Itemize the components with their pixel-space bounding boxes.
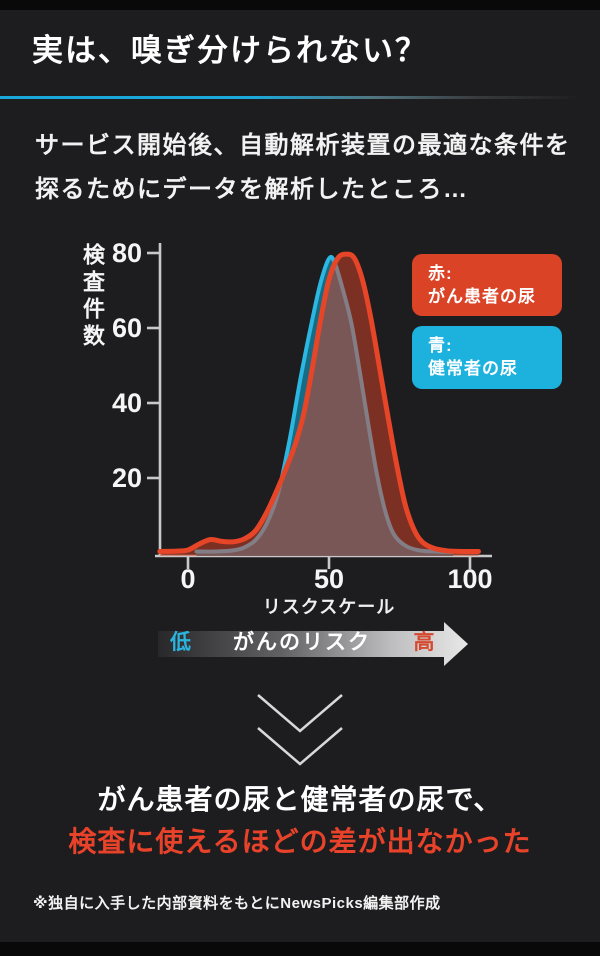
x-axis-title: リスクスケール	[262, 597, 396, 617]
legend-cancer-label-line2: がん患者の尿	[428, 287, 536, 306]
top-border-strip	[0, 0, 600, 10]
conclusion-line-1: がん患者の尿と健常者の尿で、	[97, 784, 503, 815]
source-credit: ※独自に入手した内部資料をもとにNewsPicks編集部作成	[33, 895, 441, 912]
y-axis-title: 検査件数	[80, 243, 105, 351]
y-tick-label-60: 60	[111, 313, 142, 343]
y-tick-label-40: 40	[111, 388, 142, 418]
subtitle-line-1: サービス開始後、自動解析装置の最適な条件を	[35, 132, 571, 159]
y-tick-label-80: 80	[111, 238, 142, 268]
conclusion-line-2: 検査に使えるほどの差が出なかった	[68, 826, 532, 857]
x-tick-label-50: 50	[313, 564, 345, 594]
risk-low-label: 低	[170, 631, 191, 654]
legend-healthy-people: 青: 健常者の尿	[412, 326, 562, 389]
x-tick-label-100: 100	[447, 564, 493, 594]
risk-high-label: 高	[413, 631, 435, 654]
chart-svg	[147, 243, 492, 569]
risk-arrow-label: がんのリスク	[233, 631, 371, 654]
title-underline	[0, 96, 600, 99]
bottom-border-strip	[0, 942, 600, 956]
risk-gradient-arrow-icon	[158, 622, 468, 666]
legend-healthy-label-line1: 青:	[428, 336, 453, 355]
legend-cancer-label-line1: 赤:	[428, 264, 453, 283]
x-tick-label-0: 0	[180, 564, 196, 594]
legend-healthy-label-line2: 健常者の尿	[428, 359, 518, 378]
double-chevron-down-icon	[257, 694, 343, 766]
page-title: 実は、嗅ぎ分けられない？	[32, 33, 428, 68]
y-tick-label-20: 20	[111, 463, 142, 493]
legend-cancer-patients: 赤: がん患者の尿	[412, 254, 562, 316]
subtitle-line-2: 探るためにデータを解析したところ…	[35, 176, 469, 203]
